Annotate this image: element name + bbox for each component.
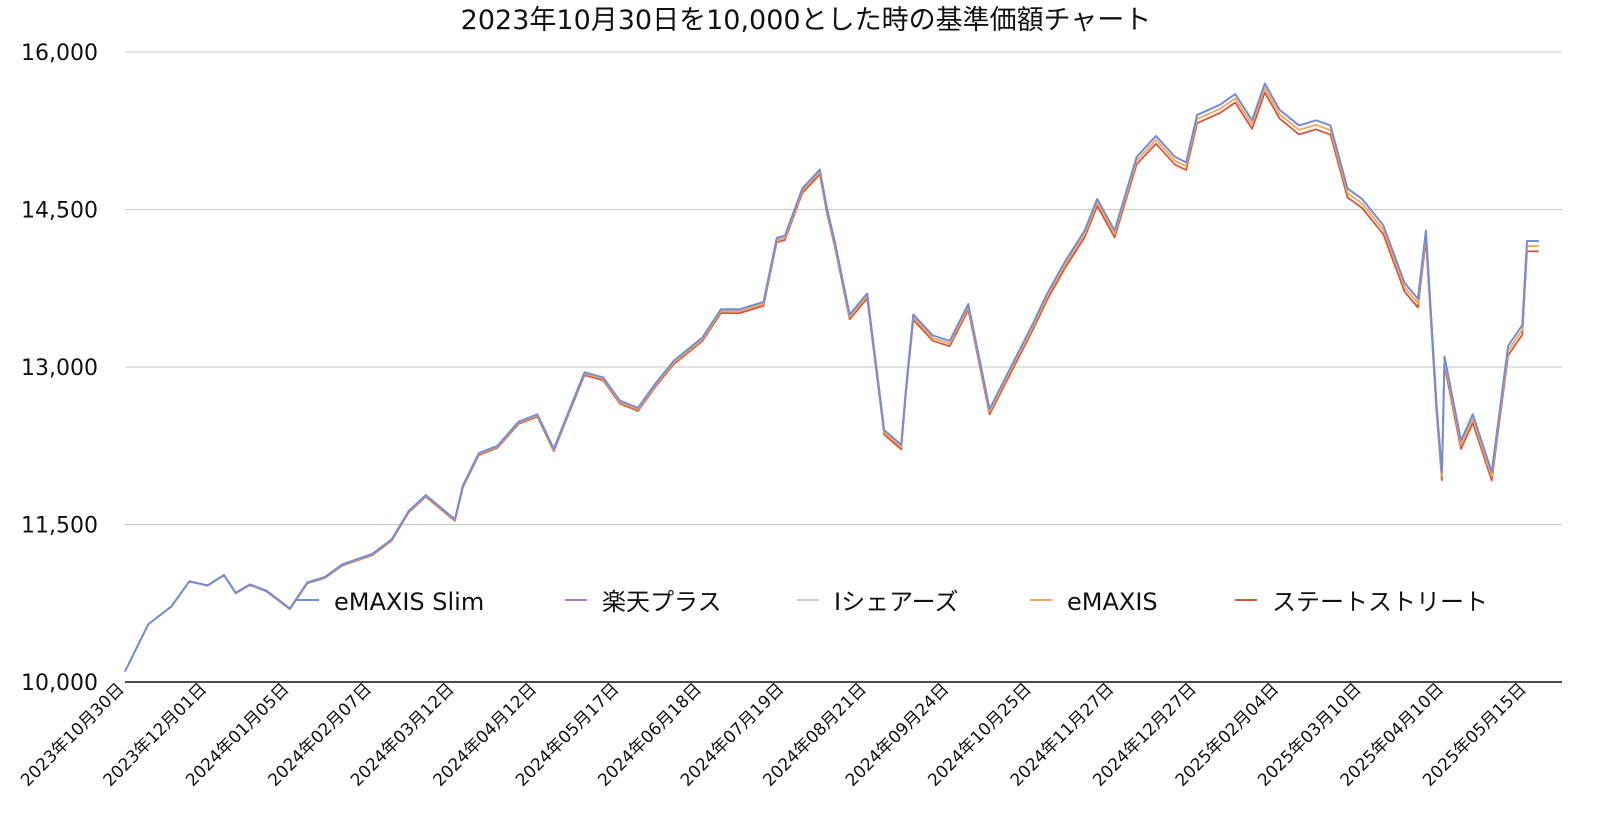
- chart-title: 2023年10月30日を10,000とした時の基準価額チャート: [461, 5, 1152, 36]
- y-tick-label: 14,500: [21, 199, 98, 224]
- series-line: [124, 91, 1539, 672]
- series-line: [124, 87, 1539, 672]
- y-tick-label: 10,000: [21, 671, 98, 696]
- series-line: [124, 82, 1539, 672]
- legend-label: eMAXIS Slim: [334, 588, 484, 616]
- series-line: [124, 82, 1539, 672]
- legend-label: 楽天プラス: [602, 588, 722, 616]
- gridlines: [125, 51, 1562, 683]
- legend: eMAXIS Slim 楽天プラス Iシェアーズ eMAXIS ステートストリート: [297, 588, 1488, 616]
- y-tick-label: 16,000: [21, 41, 98, 66]
- legend-label: Iシェアーズ: [834, 588, 958, 616]
- x-axis-tick-labels: 2023年10月30日2023年12月01日2024年01月05日2024年02…: [17, 679, 1530, 790]
- series-line: [124, 82, 1539, 672]
- legend-label: eMAXIS: [1067, 588, 1158, 616]
- y-tick-label: 11,500: [21, 514, 98, 539]
- legend-label: ステートストリート: [1272, 588, 1488, 616]
- y-tick-label: 13,000: [21, 356, 98, 381]
- y-axis-tick-labels: 10,000 11,500 13,000 14,500 16,000: [21, 41, 98, 696]
- series-lines: [124, 82, 1539, 672]
